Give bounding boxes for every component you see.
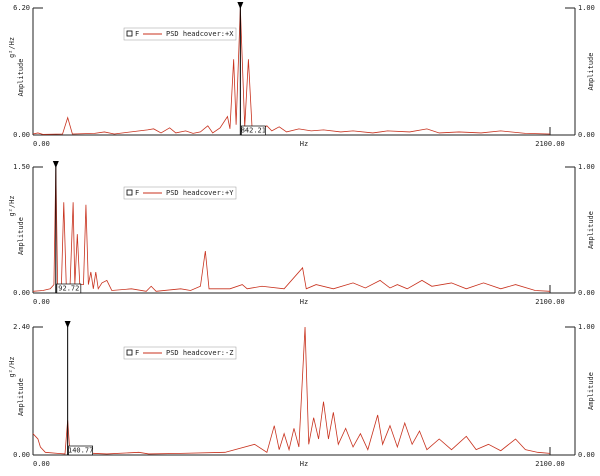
y2-tick-label: 1.00 xyxy=(578,163,595,171)
x-tick-label: 0.00 xyxy=(33,460,50,468)
y2-tick-label: 0.00 xyxy=(578,451,595,459)
y-axis-unit: g²/Hz xyxy=(8,37,16,58)
cursor-label-box xyxy=(68,445,94,456)
legend-label: PSD headcover:+X xyxy=(166,30,234,38)
x-tick-label: 2100.00 xyxy=(535,298,565,306)
y2-tick-label: 0.00 xyxy=(578,289,595,297)
legend-label: PSD headcover:+Y xyxy=(166,189,234,197)
psd-line xyxy=(32,326,551,455)
cursor-label: 842.21 xyxy=(241,127,266,135)
cursor-marker xyxy=(64,321,71,328)
y-axis-unit: g²/Hz xyxy=(8,356,16,377)
panel: 0.001.500.001.000.00 2100.00Hzg²/HzAmplit… xyxy=(8,161,595,306)
legend-box xyxy=(123,346,237,360)
x-axis-label: Hz xyxy=(300,140,308,148)
y2-axis-label: Amplitude xyxy=(587,211,595,249)
panel: 0.002.400.001.000.00 2100.00Hzg²/HzAmplit… xyxy=(8,321,595,468)
legend-box xyxy=(123,186,237,200)
x-tick-label: 2100.00 xyxy=(535,140,565,148)
legend-checkbox xyxy=(126,349,133,356)
cursor-label: 92.72 xyxy=(58,285,79,293)
legend-label: PSD headcover:-Z xyxy=(166,349,233,357)
panel: 0.006.200.001.000.00 2100.00Hzg²/HzAmplit… xyxy=(8,2,595,148)
cursor-label-box xyxy=(240,125,266,136)
legend-prefix: F xyxy=(135,189,139,197)
y-axis-label: Amplitude xyxy=(17,378,25,416)
cursor-label-box xyxy=(56,283,82,294)
y-tick-label: 2.40 xyxy=(13,323,30,331)
legend-box xyxy=(123,27,237,41)
x-tick-label: 0.00 xyxy=(33,140,50,148)
cursor-label: 140.77 xyxy=(68,447,93,455)
y-tick-label: 0.00 xyxy=(13,289,30,297)
y-tick-label: 0.00 xyxy=(13,451,30,459)
y-axis-unit: g²/Hz xyxy=(8,195,16,216)
legend-checkbox xyxy=(126,189,133,196)
y-tick-label: 0.00 xyxy=(13,131,30,139)
legend-prefix: F xyxy=(135,30,139,38)
y2-tick-label: 1.00 xyxy=(578,323,595,331)
y2-axis-label: Amplitude xyxy=(587,53,595,91)
x-tick-label: 0.00 xyxy=(33,298,50,306)
psd-line xyxy=(32,166,551,292)
cursor-marker xyxy=(237,2,244,9)
legend-checkbox xyxy=(126,30,133,37)
y-tick-label: 1.50 xyxy=(13,163,30,171)
x-axis-label: Hz xyxy=(300,460,308,468)
y-axis-label: Amplitude xyxy=(17,59,25,97)
x-tick-label: 2100.00 xyxy=(535,460,565,468)
y2-tick-label: 0.00 xyxy=(578,131,595,139)
y-axis-label: Amplitude xyxy=(17,217,25,255)
x-axis-label: Hz xyxy=(300,298,308,306)
y-tick-label: 6.20 xyxy=(13,4,30,12)
psd-line xyxy=(32,7,551,135)
cursor-marker xyxy=(52,161,59,168)
legend-prefix: F xyxy=(135,349,139,357)
y2-axis-label: Amplitude xyxy=(587,372,595,410)
y2-tick-label: 1.00 xyxy=(578,4,595,12)
